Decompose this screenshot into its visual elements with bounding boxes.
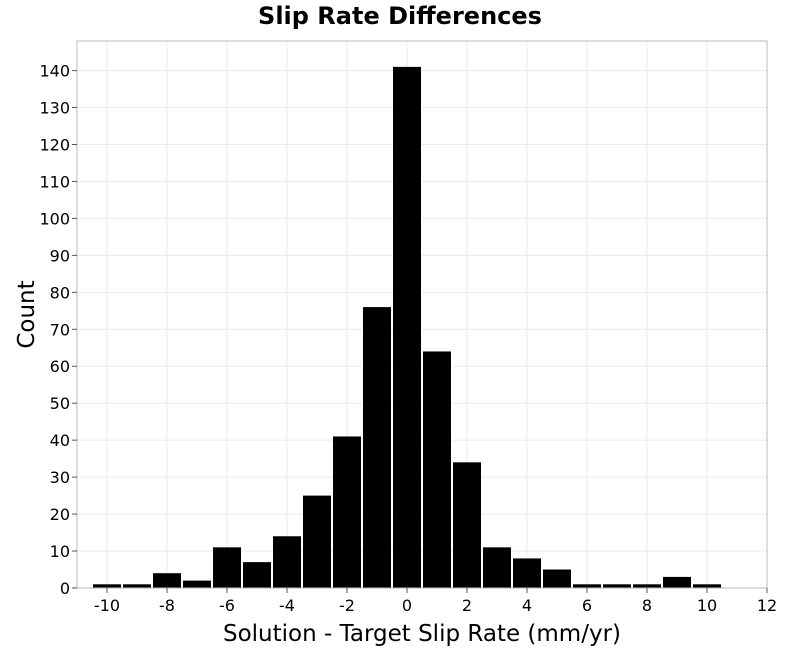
y-tick-label: 20 <box>50 505 70 524</box>
x-tick-label: 4 <box>522 596 532 615</box>
x-axis-label: Solution - Target Slip Rate (mm/yr) <box>223 621 621 647</box>
y-tick-label: 40 <box>50 431 70 450</box>
histogram-bar <box>93 584 121 588</box>
histogram-bar <box>183 580 211 588</box>
x-tick-label: 6 <box>582 596 592 615</box>
axis-ticks <box>72 70 768 593</box>
y-tick-label: 10 <box>50 542 70 561</box>
y-tick-label: 80 <box>50 283 70 302</box>
histogram-bar <box>243 562 271 588</box>
histogram-bar <box>213 547 241 588</box>
y-tick-label: 60 <box>50 357 70 376</box>
plot-area-frame <box>76 40 768 589</box>
histogram-bar <box>693 584 721 588</box>
histogram-bars <box>93 66 721 588</box>
y-tick-label: 100 <box>39 209 70 228</box>
x-tick-label: 10 <box>697 596 717 615</box>
histogram-bar <box>633 584 661 588</box>
histogram-bar <box>483 547 511 588</box>
y-tick-label: 0 <box>60 579 70 598</box>
y-axis-label: Count <box>14 280 40 348</box>
x-tick-labels: -10 -8 -6 -4 -2 0 2 4 6 8 10 12 <box>94 596 777 615</box>
histogram-bar <box>393 66 421 588</box>
x-tick-label: -8 <box>159 596 175 615</box>
y-tick-label: 120 <box>39 135 70 154</box>
histogram-bar <box>573 584 601 588</box>
y-tick-label: 30 <box>50 468 70 487</box>
histogram-bar <box>543 569 571 588</box>
x-tick-label: 12 <box>757 596 777 615</box>
histogram-bar <box>423 351 451 588</box>
x-tick-label: -4 <box>279 596 295 615</box>
y-tick-label: 130 <box>39 99 70 118</box>
histogram-bar <box>363 307 391 588</box>
histogram-bar <box>513 558 541 588</box>
histogram-bar <box>123 584 151 588</box>
x-tick-label: 0 <box>402 596 412 615</box>
histogram-bar <box>333 436 361 588</box>
x-tick-label: 2 <box>462 596 472 615</box>
x-tick-label: -2 <box>339 596 355 615</box>
histogram-bar <box>273 536 301 588</box>
y-tick-label: 140 <box>39 62 70 81</box>
histogram-bar <box>153 573 181 588</box>
x-tick-label: -6 <box>219 596 235 615</box>
y-tick-label: 90 <box>50 246 70 265</box>
histogram-bar <box>453 462 481 588</box>
y-tick-label: 70 <box>50 320 70 339</box>
y-tick-label: 50 <box>50 394 70 413</box>
x-tick-label: -10 <box>94 596 120 615</box>
x-tick-label: 8 <box>642 596 652 615</box>
chart-title: Slip Rate Differences <box>258 2 542 30</box>
histogram-bar <box>303 495 331 588</box>
y-tick-label: 110 <box>39 172 70 191</box>
histogram-bar <box>603 584 631 588</box>
y-tick-labels: 0 10 20 30 40 50 60 70 80 90 100 110 120 130 140 <box>39 62 70 598</box>
histogram-bar <box>663 576 691 588</box>
grid-lines <box>77 41 768 589</box>
